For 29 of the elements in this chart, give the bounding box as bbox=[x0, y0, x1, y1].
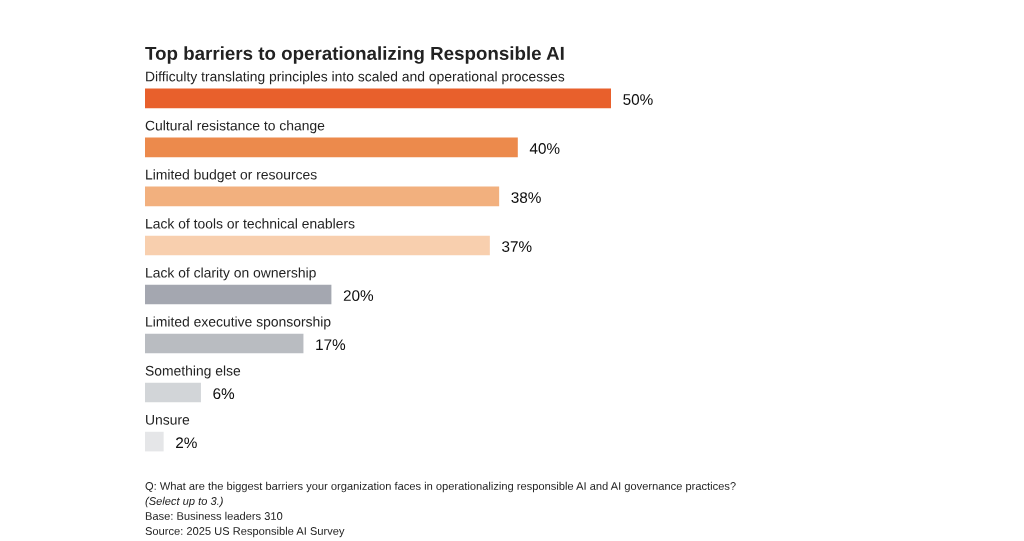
y-tick-label: Something else bbox=[145, 365, 241, 379]
y-tick-label: Lack of clarity on ownership bbox=[146, 267, 316, 281]
text: (Select up to 3.) bbox=[145, 496, 223, 508]
data-label: 38% bbox=[511, 192, 541, 203]
data-label: 37% bbox=[502, 241, 532, 252]
data-label: 17% bbox=[316, 339, 346, 350]
bar bbox=[145, 284, 332, 305]
bar bbox=[145, 137, 518, 158]
data-label: 2% bbox=[176, 437, 197, 449]
source-note: Source: 2025 US Responsible AI Survey bbox=[145, 526, 345, 538]
data-label: 50% bbox=[623, 94, 653, 105]
data-label: 40% bbox=[529, 143, 560, 154]
bar bbox=[145, 382, 201, 403]
y-tick-label: Lack of tools or technical enablers bbox=[146, 218, 355, 229]
bar bbox=[145, 186, 500, 207]
y-tick-label: Unsure bbox=[146, 415, 190, 425]
bar bbox=[145, 235, 490, 256]
chart-title: Top barriers to operationalizing Responsible AI bbox=[145, 46, 564, 64]
bar bbox=[145, 88, 611, 109]
bar bbox=[145, 431, 164, 452]
y-tick-label: Limited executive sponsorship bbox=[146, 316, 331, 330]
data-label: 20% bbox=[343, 290, 374, 302]
y-tick-label: Cultural resistance to change bbox=[145, 120, 325, 134]
text: Base: Business leaders 310 bbox=[145, 511, 283, 520]
bar bbox=[145, 333, 304, 354]
data-label: 6% bbox=[213, 388, 235, 400]
text: Q: What are the biggest barriers your organization faces in operationalizing responsible AI and AI governance practices? bbox=[145, 481, 736, 493]
y-tick-label: Difficulty translating principles into scaled and operational processes bbox=[146, 71, 565, 85]
y-tick-label: Limited budget or resources bbox=[146, 169, 317, 183]
